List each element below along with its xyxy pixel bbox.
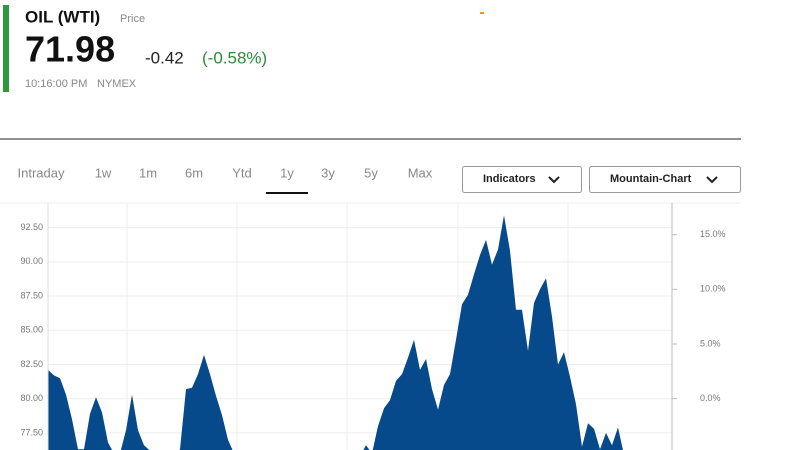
- tab[interactable]: Intraday: [18, 165, 65, 180]
- y-tick-label: 92.50: [20, 222, 43, 232]
- button-box[interactable]: [462, 166, 582, 193]
- price: 71.98: [25, 29, 115, 70]
- tab[interactable]: 1m: [139, 165, 157, 180]
- time: 10:16:00 PM: [25, 78, 87, 90]
- y2-tick-label: 0.0%: [700, 393, 721, 403]
- change-pct: (-0.58%): [202, 48, 267, 67]
- button-label[interactable]: Mountain-Chart: [610, 173, 692, 185]
- tab[interactable]: 3y: [321, 165, 335, 180]
- change: -0.42: [145, 48, 184, 67]
- plot: 77.50 80.00 82.50 85.00 87.50 90.00 92.50 0.0% 5…: [20, 215, 726, 450]
- y-tick-label: 90.00: [20, 256, 43, 266]
- button-box[interactable]: [589, 166, 741, 193]
- tab[interactable]: 1y: [280, 165, 294, 180]
- exchange: NYMEX: [97, 78, 137, 90]
- button-label[interactable]: Indicators: [483, 173, 536, 185]
- y-tick-label: 87.50: [20, 290, 43, 300]
- chevron: [548, 176, 560, 184]
- price-label: Price: [120, 13, 145, 25]
- tab[interactable]: 1w: [95, 165, 112, 180]
- dot: [480, 12, 484, 14]
- y2-tick-label: 10.0%: [700, 284, 726, 294]
- indicators-button[interactable]: Indicators: [462, 166, 582, 193]
- tab-bar: Intraday 1w 1m 6m Ytd 1y 3y 5y Max: [18, 165, 433, 194]
- accent-bar: [3, 5, 9, 92]
- y2-tick-label: 5.0%: [700, 338, 721, 348]
- y-tick-label: 82.50: [20, 359, 43, 369]
- y-tick-label: 85.00: [20, 325, 43, 335]
- tab[interactable]: Ytd: [232, 165, 252, 180]
- y-tick-label: 80.00: [20, 393, 43, 403]
- tab[interactable]: Max: [408, 165, 433, 180]
- instrument-title: OIL (WTI): [25, 7, 100, 26]
- y-tick-label: 77.50: [20, 427, 43, 437]
- tab[interactable]: 5y: [364, 165, 378, 180]
- tab-underline: [266, 192, 308, 194]
- chart-type-button[interactable]: Mountain-Chart: [589, 166, 741, 193]
- tab[interactable]: 6m: [185, 165, 203, 180]
- chevron: [706, 176, 718, 184]
- price-area: [48, 215, 624, 450]
- y2-tick-label: 15.0%: [700, 229, 726, 239]
